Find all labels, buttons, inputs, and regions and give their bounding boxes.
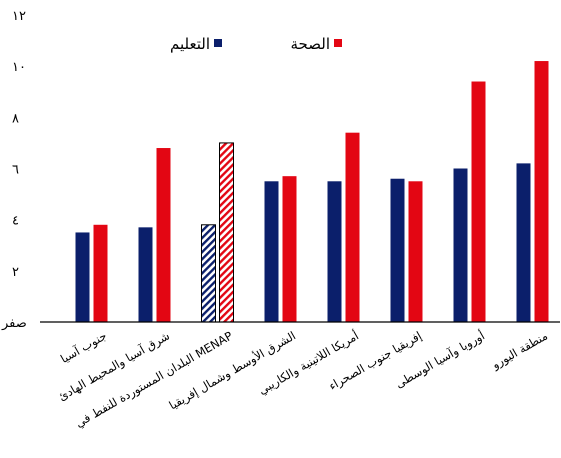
category-label: أمريكا اللاتينية والكاريبي [255, 328, 361, 399]
y-tick-label: ١٠ [12, 60, 26, 75]
legend: التعليم الصحة [170, 35, 342, 53]
legend-swatch-education [214, 39, 222, 47]
bar-education-7 [516, 163, 531, 322]
bar-health-1 [156, 148, 171, 322]
bar-education-2 [201, 224, 216, 323]
bar-education-1 [138, 227, 153, 322]
y-tick-label: ١٢ [12, 9, 26, 24]
bar-health-6 [471, 81, 486, 323]
bar-education-4 [327, 181, 342, 322]
legend-label-health: الصحة [291, 35, 330, 53]
category-label: جنوب آسيا [58, 328, 110, 366]
bar-education-5 [390, 178, 405, 322]
legend-label-education: التعليم [170, 35, 210, 53]
bar-health-2 [219, 142, 234, 323]
bar-education-3 [264, 181, 279, 322]
bar-education-6 [453, 168, 468, 322]
y-axis: صفر ٢ ٤ ٦ ٨ ١٠ ١٢ [1, 9, 27, 331]
bar-health-5 [408, 181, 423, 322]
bar-health-7 [534, 61, 549, 323]
bar-education-0 [75, 232, 90, 322]
bar-health-0 [93, 224, 108, 322]
y-tick-label: ٢ [12, 265, 19, 280]
y-tick-label: ٤ [12, 214, 19, 229]
y-tick-label: ٨ [12, 111, 19, 126]
y-tick-label: ٦ [12, 163, 19, 178]
y-tick-label: صفر [1, 316, 27, 331]
category-label: منطقة اليورو [489, 328, 551, 372]
bar-health-3 [282, 176, 297, 322]
bars [75, 61, 549, 323]
legend-swatch-health [334, 39, 342, 47]
bar-health-4 [345, 132, 360, 322]
